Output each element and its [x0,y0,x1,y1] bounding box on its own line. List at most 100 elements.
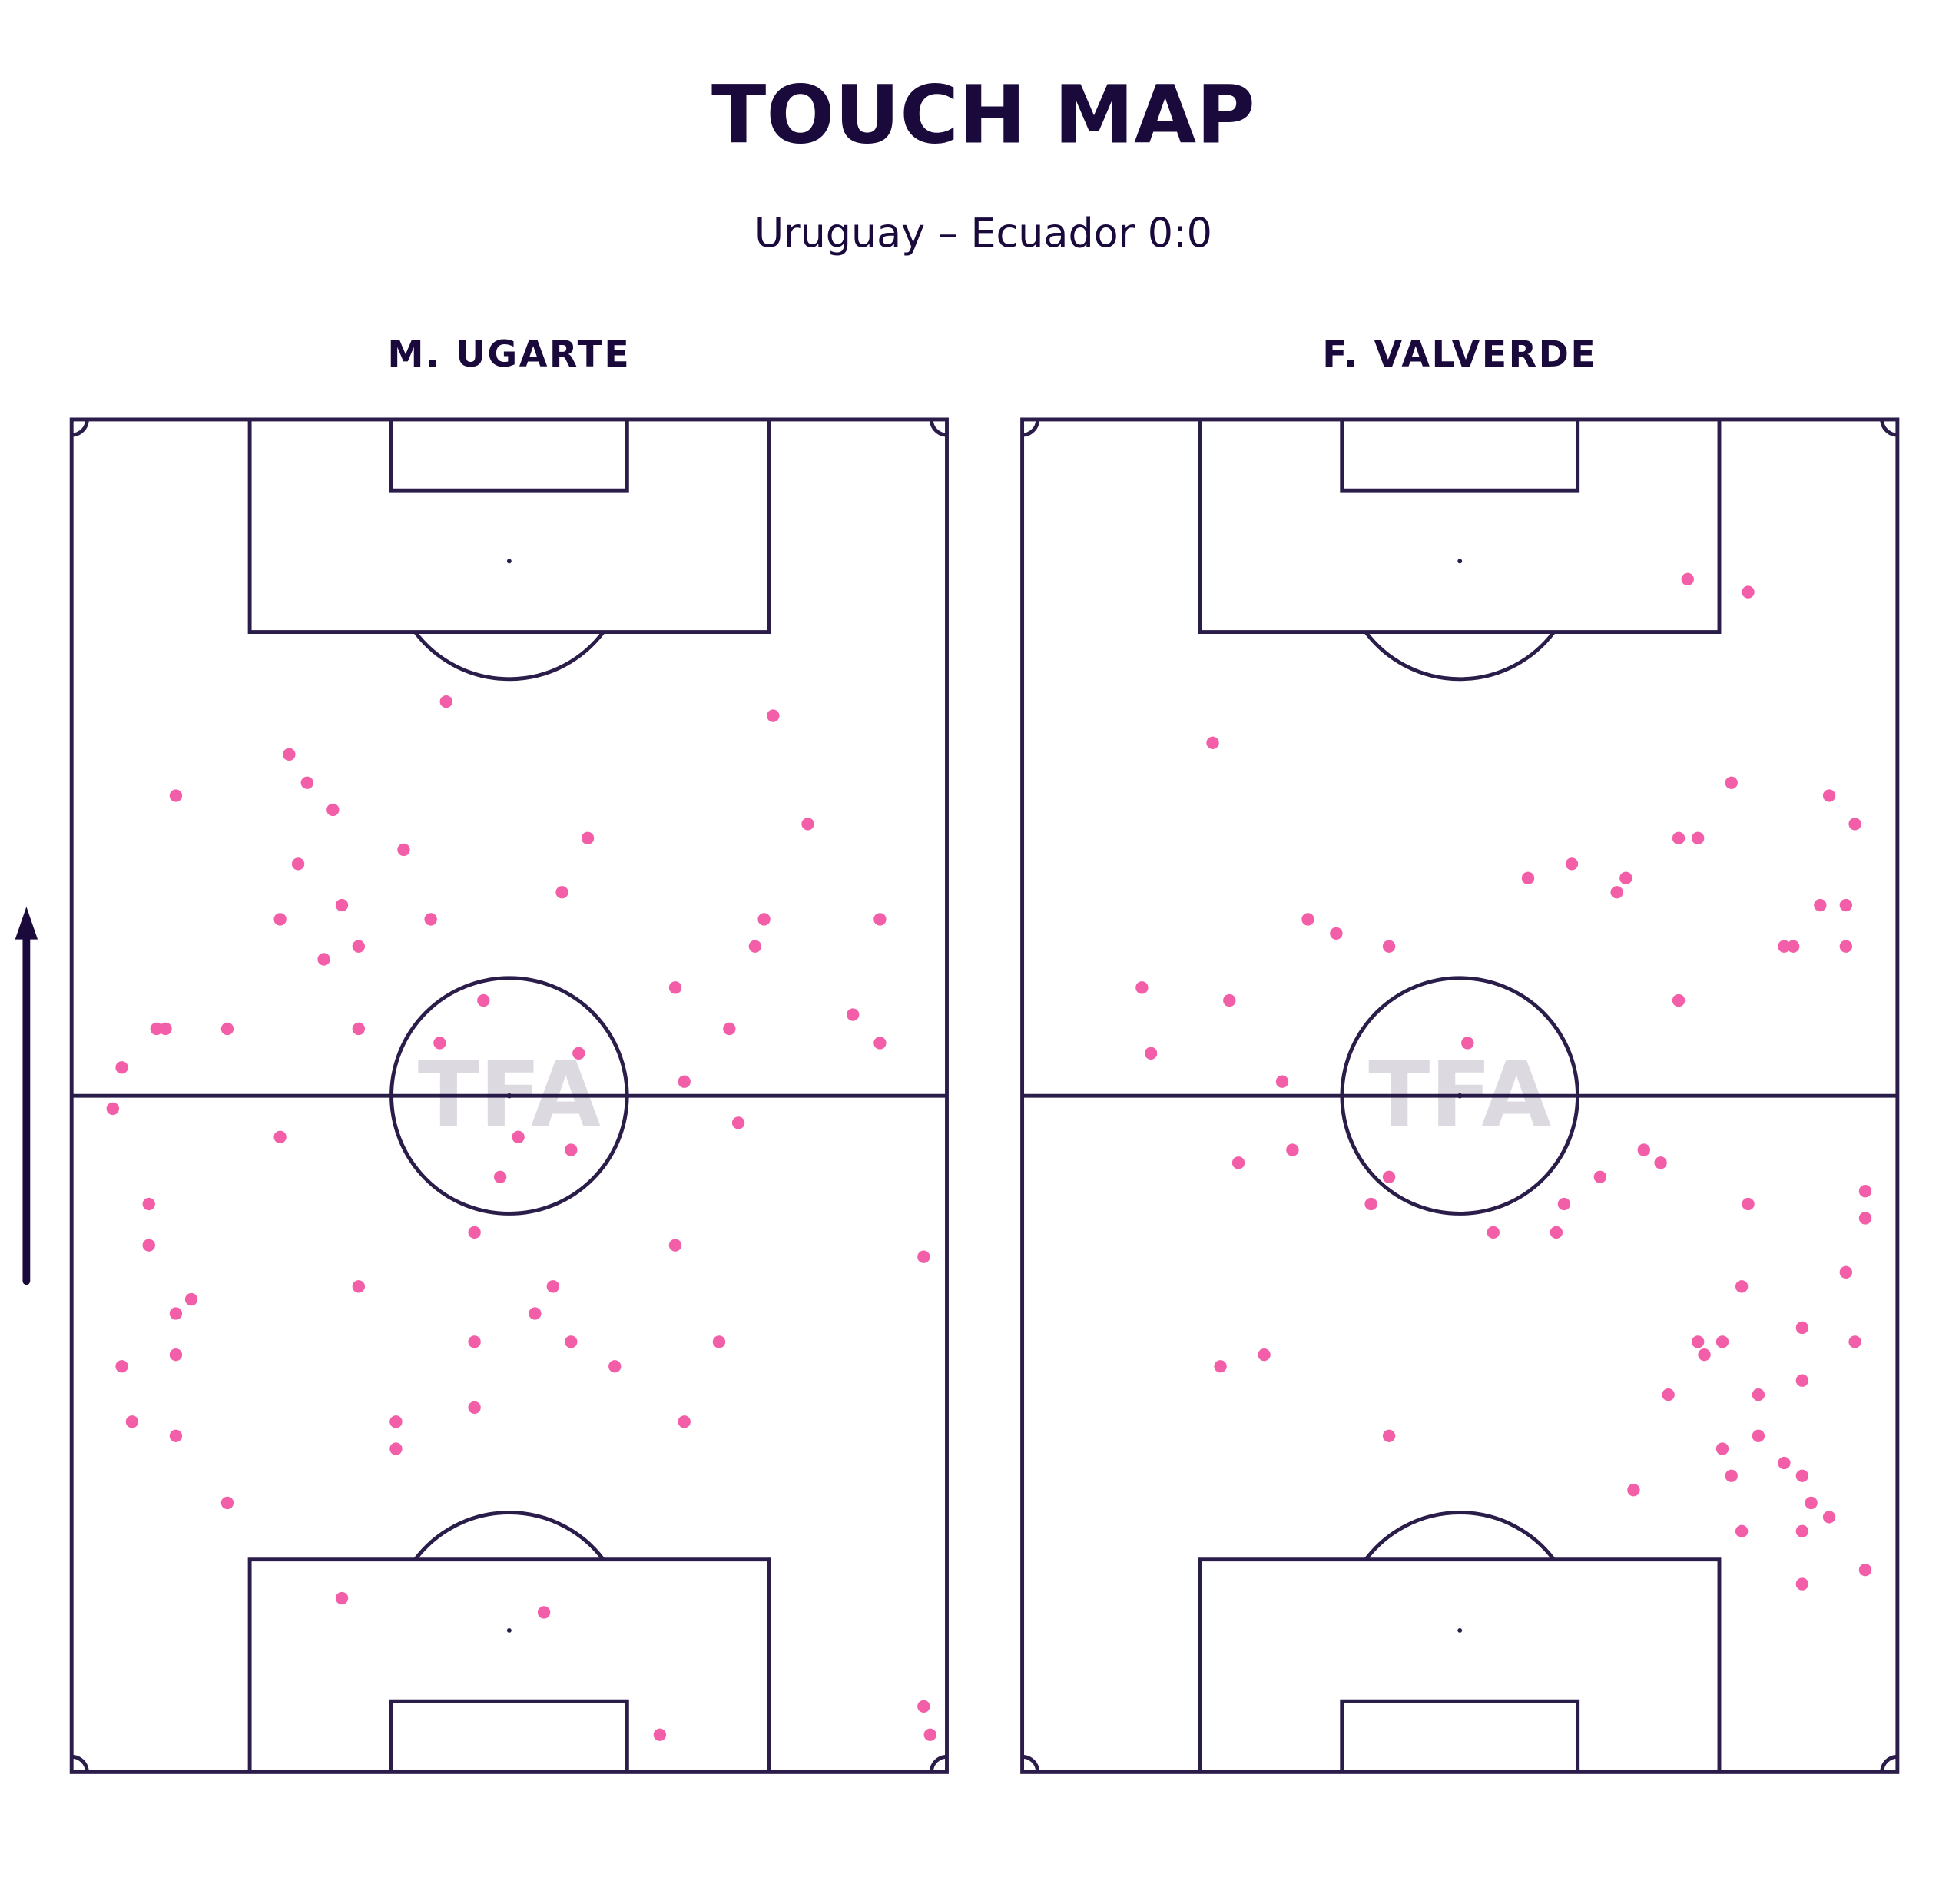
penalty-arc [413,631,605,682]
touch-dot [300,776,313,789]
goal-area [389,419,629,493]
touch-dot [1848,818,1861,831]
touch-dot [731,1116,745,1129]
corner-arc [71,419,89,437]
touch-dot [917,1700,930,1713]
penalty-arc [1364,1511,1556,1561]
touch-dot [1627,1484,1640,1497]
touch-dot [335,898,349,912]
touch-dot [668,981,682,994]
touch-dot [608,1360,622,1373]
touch-dot [439,695,452,708]
touch-dot [917,1250,930,1263]
touch-dot [159,1022,172,1036]
touch-dot [1231,1156,1245,1169]
touch-dot [220,1022,234,1036]
touch-dot [1654,1156,1667,1169]
chart-subtitle: Uruguay – Ecuador 0:0 [754,210,1212,257]
touch-dot [757,913,771,926]
chart-title: TOUCH MAP [711,68,1255,162]
touch-dot [1672,831,1686,845]
touch-dot [424,913,437,926]
touch-dot [1637,1143,1650,1156]
touch-dot [1610,886,1623,899]
touch-dot [1144,1047,1158,1060]
touch-dot [748,940,762,953]
touch-dot [847,1008,860,1021]
touch-dot [529,1307,542,1320]
touch-dot [1382,1429,1396,1442]
touch-dot [546,1280,559,1293]
touch-dot [169,1348,183,1362]
goal-area [389,1699,629,1773]
touch-dot [873,913,887,926]
touch-dot [1805,1496,1818,1510]
touch-dot [581,831,595,845]
touch-dot [1814,898,1827,912]
touch-dot [184,1292,198,1306]
touch-dot [352,940,366,953]
touch-dot [801,818,814,831]
touch-dot [668,1239,682,1252]
touch-dot [1858,1212,1872,1225]
touch-dot [1135,981,1149,994]
touch-dot [273,913,287,926]
touch-dot [1795,1524,1809,1538]
touch-dot [352,1280,366,1293]
touch-dot [1565,857,1579,871]
touch-dot [555,886,568,899]
corner-arc [1022,419,1040,437]
penalty-spot [506,1628,512,1633]
corner-arc [929,419,947,437]
touch-dot [678,1075,691,1088]
touch-dot [1692,831,1705,845]
touch-dot [1839,898,1853,912]
touch-dot [1848,1335,1861,1348]
goal-area [1340,1699,1580,1773]
penalty-arc [413,1511,605,1561]
touch-dot [1858,1563,1872,1577]
touch-dot [1786,940,1800,953]
touch-dot [1301,913,1314,926]
touch-dot [1206,736,1219,749]
touch-dot [1715,1335,1729,1348]
touch-dot [565,1143,578,1156]
player-name: M. UGARTE [387,333,631,376]
touch-dot [142,1197,155,1211]
penalty-area [1198,1557,1722,1773]
touch-dot [468,1335,481,1348]
touch-dot [1778,1456,1791,1470]
touch-dot [477,993,490,1007]
touch-dot [1742,585,1755,599]
corner-arc [1022,1754,1040,1773]
touch-dot [512,1130,525,1143]
penalty-area [247,419,771,635]
touch-dot [1822,1511,1836,1524]
touch-dot [1364,1197,1377,1211]
corner-arc [1880,1754,1898,1773]
touch-dot [1461,1037,1474,1050]
touch-dot [1223,993,1236,1007]
touch-dot [565,1335,578,1348]
touch-dot [1839,1265,1853,1279]
penalty-area [1198,419,1722,635]
touch-dot [150,1022,163,1036]
touch-dot [1521,871,1535,884]
touch-dot [1593,1170,1607,1183]
touch-dot [106,1102,119,1116]
touch-dot [115,1061,128,1074]
center-spot [506,1093,512,1099]
touch-dot [468,1226,481,1239]
touch-dot [1214,1360,1227,1373]
touch-dot [273,1130,287,1143]
touch-dot [1735,1524,1749,1538]
corner-arc [1880,419,1898,437]
touch-dot [1795,1374,1809,1387]
penalty-spot [1457,1628,1463,1633]
touch-dot [1619,871,1632,884]
touch-dot [1382,1170,1396,1183]
touch-dot [767,709,780,722]
